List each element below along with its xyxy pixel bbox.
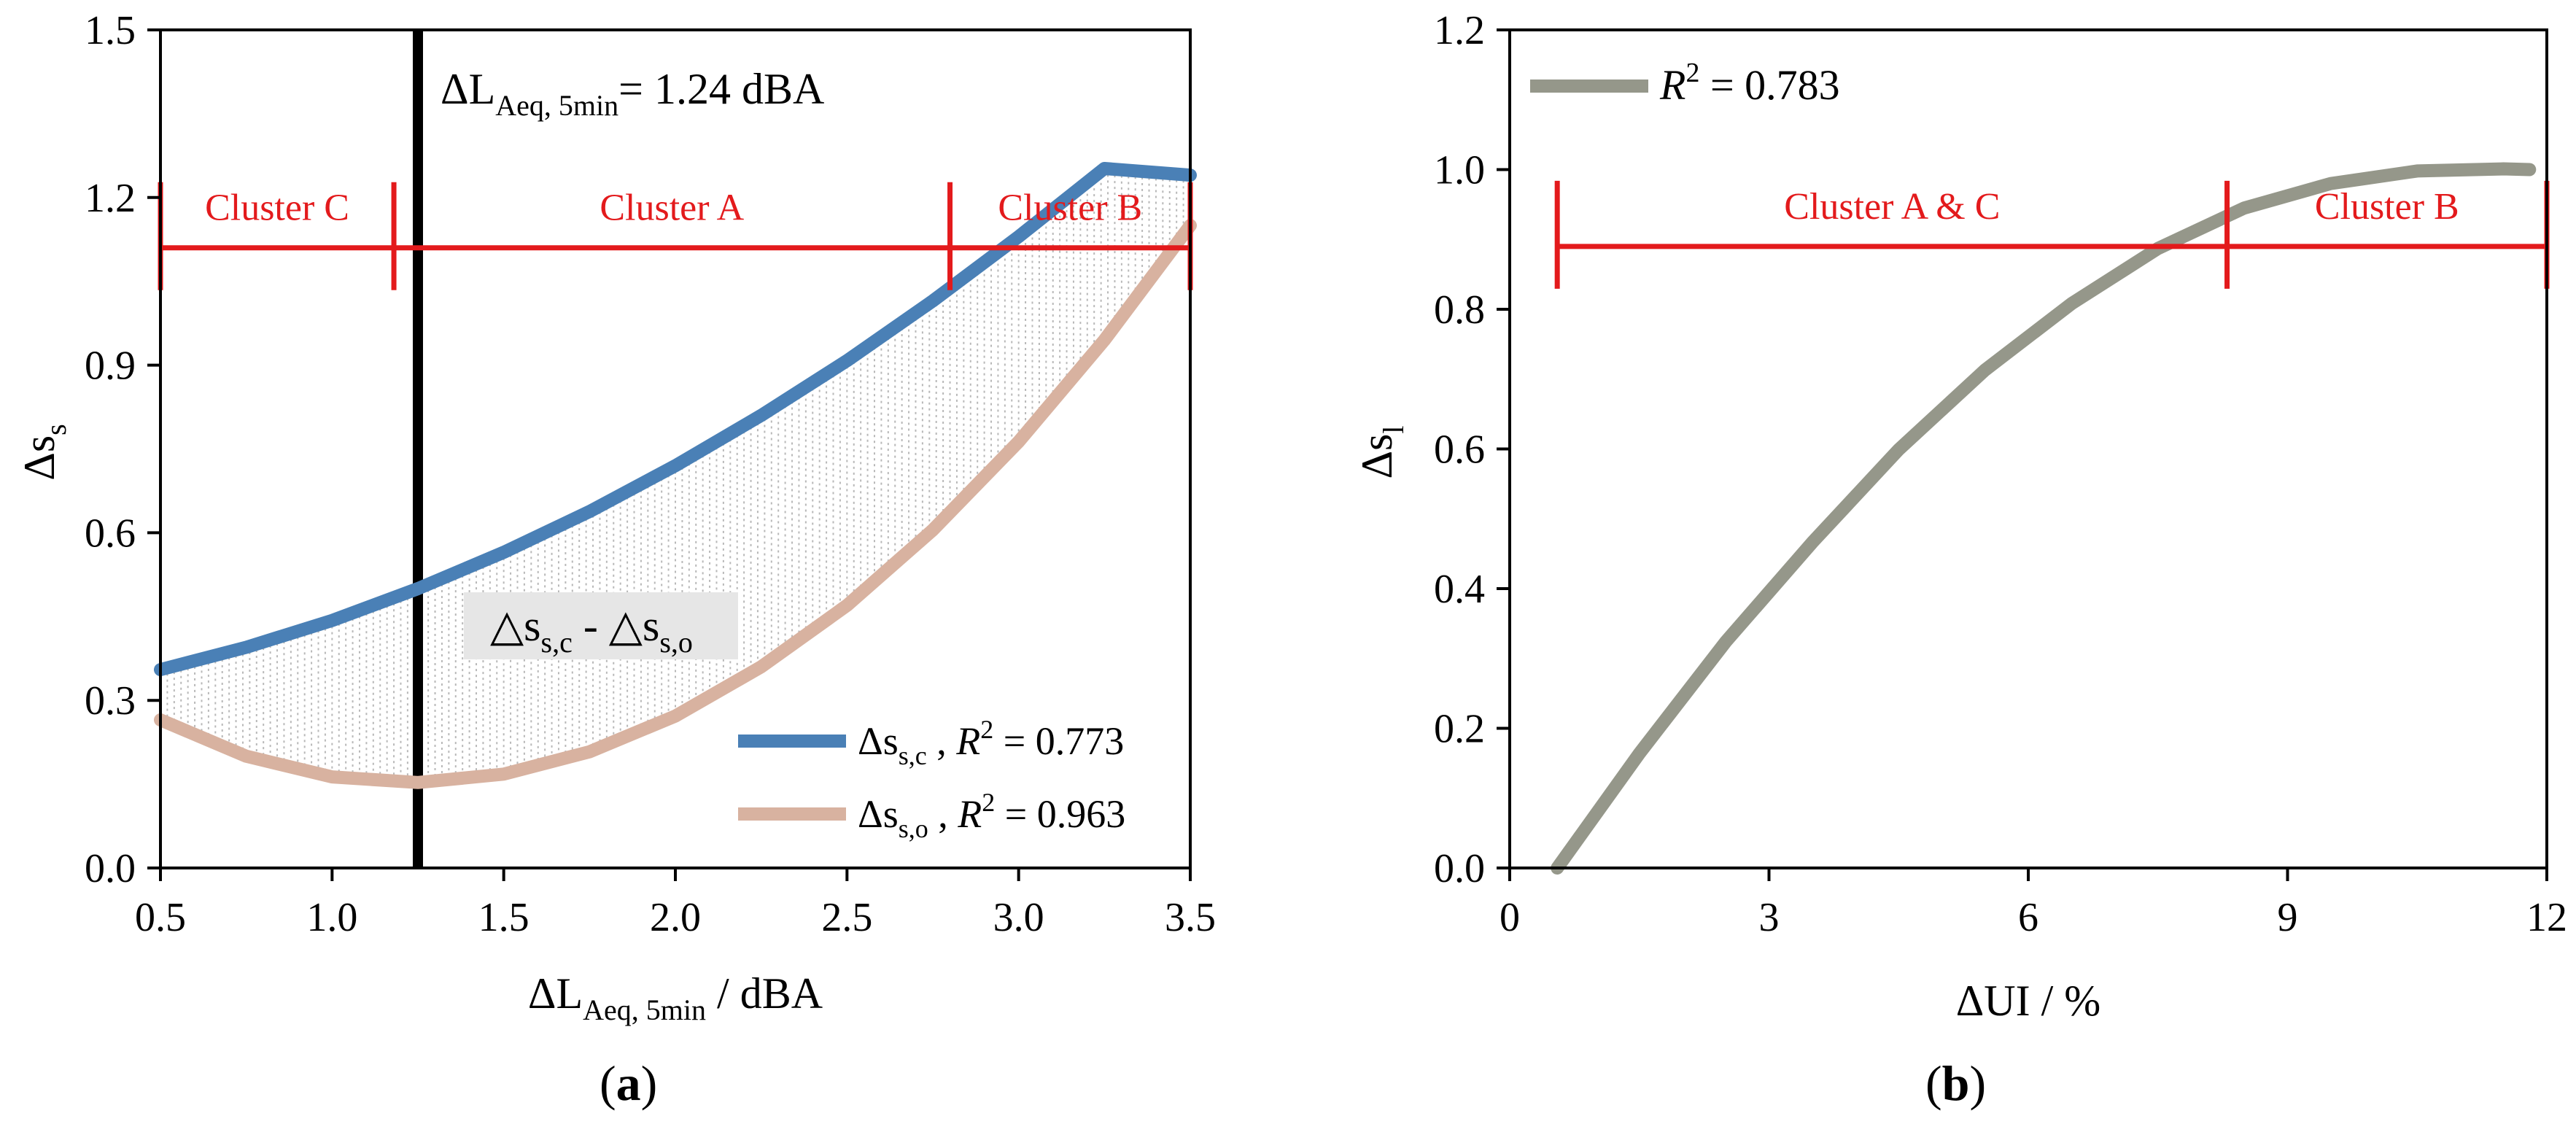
y-tick-label: 1.5 <box>85 8 136 53</box>
x-axis-ticks-b: 0 3 6 9 12 <box>1500 868 2567 940</box>
series-line-ss-c <box>154 161 1197 677</box>
cluster-label: Cluster B <box>2315 186 2459 228</box>
threshold-label: ΔLAeq, 5min= 1.24 dBA <box>441 65 824 122</box>
panel-b: Cluster A & C Cluster B 0 3 6 9 12 0.00.20.40… <box>1353 8 2567 1111</box>
y-tick-label: 0.8 <box>1434 287 1485 333</box>
panel-label-b: (b) <box>1925 1055 1986 1111</box>
y-tick-label: 0.6 <box>85 511 136 556</box>
y-tick-label: 0.6 <box>1434 427 1485 473</box>
cluster-ranges-b: Cluster A & C Cluster B <box>1554 180 2550 289</box>
legend-label-ss-o: Δss,o , R2 = 0.963 <box>858 788 1125 843</box>
x-tick-label: 3.5 <box>1165 895 1216 940</box>
cluster-label: Cluster C <box>205 187 349 229</box>
x-tick-label: 12 <box>2526 895 2567 940</box>
y-axis-ticks-b: 0.0 0.2 0.4 0.6 0.8 1.0 1.2 <box>1434 8 1510 891</box>
x-tick-label: 0.5 <box>135 895 186 940</box>
y-axis-ticks: 0.0 0.3 0.6 0.9 1.2 1.5 <box>85 8 160 891</box>
y-tick-label: 1.2 <box>85 176 136 221</box>
x-axis-title-b: ΔUI / % <box>1956 977 2101 1025</box>
x-tick-label: 6 <box>2018 895 2038 940</box>
y-tick-label: 0.3 <box>85 678 136 724</box>
plot-frame-b <box>1508 28 2548 869</box>
x-axis-ticks: 0.5 1.0 1.5 2.0 2.5 3.0 3.5 <box>135 868 1216 940</box>
x-tick-label: 1.5 <box>478 895 529 940</box>
shaded-difference-region <box>160 168 1190 783</box>
cluster-label: Cluster B <box>998 187 1142 229</box>
series-line-ss-o <box>154 219 1197 789</box>
panel-a: Cluster C Cluster A Cluster B 0.5 1.0 1.5 2.0… <box>15 8 1216 1111</box>
shade-label-box <box>464 592 738 659</box>
x-tick-label: 0 <box>1500 895 1520 940</box>
x-axis-title-a: ΔLAeq, 5min / dBA <box>528 969 823 1026</box>
x-tick-label: 9 <box>2278 895 2298 940</box>
y-tick-label: 0.9 <box>85 344 136 389</box>
y-tick-label: 1.0 <box>1434 148 1485 193</box>
y-axis-title-a: Δss <box>15 424 72 481</box>
x-tick-label: 3.0 <box>993 895 1044 940</box>
y-tick-label: 0.0 <box>1434 846 1485 891</box>
x-tick-label: 2.5 <box>821 895 872 940</box>
legend-label-sl: R2 = 0.783 <box>1659 58 1840 109</box>
x-tick-label: 2.0 <box>650 895 701 940</box>
cluster-ranges: Cluster C Cluster A Cluster B <box>158 182 1193 290</box>
panel-label-a: (a) <box>600 1055 657 1111</box>
y-tick-label: 0.2 <box>1434 707 1485 752</box>
legend-b: R2 = 0.783 <box>1530 58 1840 109</box>
x-tick-label: 3 <box>1759 895 1780 940</box>
legend-a: Δss,c , R2 = 0.773 Δss,o , R2 = 0.963 <box>738 715 1125 843</box>
shade-label: △ss,c - △ss,o <box>490 602 693 659</box>
cluster-label: Cluster A <box>600 187 744 229</box>
y-tick-label: 0.4 <box>1434 567 1485 612</box>
y-axis-title-b: Δsl <box>1353 425 1410 478</box>
x-tick-label: 1.0 <box>306 895 357 940</box>
y-tick-label: 1.2 <box>1434 8 1485 53</box>
cluster-label: Cluster A & C <box>1784 186 2000 228</box>
series-line-sl <box>1551 162 2537 875</box>
legend-label-ss-c: Δss,c , R2 = 0.773 <box>858 715 1124 770</box>
y-tick-label: 0.0 <box>85 846 136 891</box>
